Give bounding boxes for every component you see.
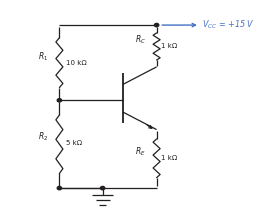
Text: 1 kΩ: 1 kΩ xyxy=(161,43,177,49)
Text: 10 kΩ: 10 kΩ xyxy=(66,60,87,66)
Text: 1 kΩ: 1 kΩ xyxy=(161,155,177,161)
Circle shape xyxy=(57,99,62,102)
Circle shape xyxy=(57,186,62,190)
Circle shape xyxy=(100,186,105,190)
Text: $R_2$: $R_2$ xyxy=(38,131,49,143)
Text: $R_E$: $R_E$ xyxy=(135,145,146,158)
Text: $V_{CC}$ = +15 V: $V_{CC}$ = +15 V xyxy=(202,19,255,31)
Text: $R_1$: $R_1$ xyxy=(38,50,49,63)
Text: 5 kΩ: 5 kΩ xyxy=(66,140,82,146)
Text: $R_C$: $R_C$ xyxy=(135,33,146,46)
Circle shape xyxy=(154,23,159,27)
